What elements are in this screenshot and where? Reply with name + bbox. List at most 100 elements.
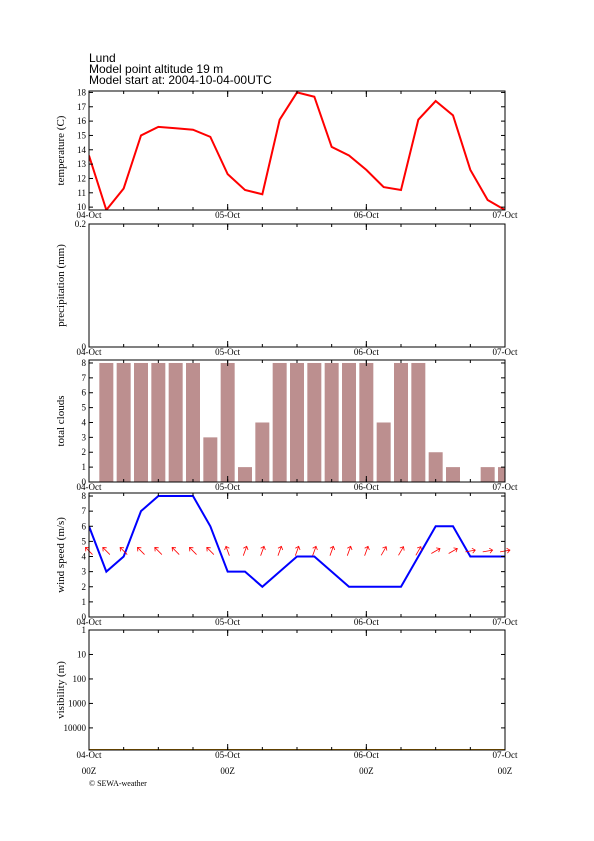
plot-area <box>99 362 505 482</box>
x-tick-label: 07-Oct <box>493 617 518 627</box>
wind-arrow <box>242 545 249 556</box>
bar <box>99 362 114 482</box>
bar <box>151 362 166 482</box>
y-tick-label: 15 <box>77 130 87 140</box>
bar <box>255 422 270 482</box>
y-tick-label: 1 <box>82 597 87 607</box>
y-axis-title: total clouds <box>55 395 67 446</box>
y-tick-label: 2 <box>82 582 87 592</box>
line <box>89 495 505 589</box>
y-tick-label: 0 <box>82 612 87 622</box>
frame <box>88 359 506 483</box>
y-tick-label: 3 <box>82 432 87 442</box>
x-tick-label: 05-Oct <box>215 210 240 220</box>
bar <box>480 467 495 482</box>
x-tick-label: 05-Oct <box>215 750 240 760</box>
bar <box>272 362 287 482</box>
bar <box>324 362 339 482</box>
bar <box>394 362 408 482</box>
copyright: © SEWA-weather <box>89 779 147 788</box>
x-tick-label: 05-Oct <box>215 347 240 357</box>
y-tick-label: 5 <box>82 403 87 413</box>
x-tick-label: 06-Oct <box>354 347 379 357</box>
x-tick-label: 04-Oct <box>77 482 102 492</box>
y-tick-label: 18 <box>77 87 87 97</box>
bar <box>411 362 426 482</box>
y-tick-label: 8 <box>82 491 87 501</box>
x-tick-label: 07-Oct <box>493 750 518 760</box>
frame <box>88 492 506 618</box>
x-tick-label: 05-Oct <box>215 617 240 627</box>
x-tick-label: 06-Oct <box>354 210 379 220</box>
bar <box>446 467 460 482</box>
wind-arrow <box>465 547 476 554</box>
bar <box>238 467 252 482</box>
wind-arrow <box>206 547 215 555</box>
y-tick-label: 0 <box>82 342 87 352</box>
bar <box>220 362 235 482</box>
bar <box>376 422 391 482</box>
x-sublabel: 00Z <box>82 766 97 776</box>
x-tick-label: 05-Oct <box>215 482 240 492</box>
x-tick-label: 06-Oct <box>354 617 379 627</box>
bar <box>498 467 505 482</box>
altitude: Model point altitude 19 m <box>89 62 223 76</box>
y-tick-label: 4 <box>82 552 87 562</box>
y-tick-label: 6 <box>82 521 87 531</box>
bar <box>428 452 443 482</box>
x-tick-label: 06-Oct <box>354 750 379 760</box>
wind-arrow <box>398 546 405 556</box>
wind-arrow <box>189 547 197 555</box>
bar <box>186 362 200 482</box>
frame <box>88 223 506 348</box>
x-sublabel: 00Z <box>359 766 374 776</box>
wind-arrow <box>260 545 266 556</box>
y-tick-label: 10000 <box>64 723 87 733</box>
wind-arrow <box>431 547 441 554</box>
wind-arrow <box>346 545 353 556</box>
bar <box>134 362 148 482</box>
wind-arrow <box>329 545 336 556</box>
bar <box>342 362 356 482</box>
y-tick-label: 100 <box>73 674 87 684</box>
y-axis-title: visibility (m) <box>55 661 67 719</box>
wind-arrow <box>154 547 163 555</box>
wind-arrow <box>448 547 458 554</box>
y-tick-label: 11 <box>77 188 86 198</box>
y-axis-title: precipitation (mm) <box>55 244 67 327</box>
y-axis-title: temperature (C) <box>55 115 67 185</box>
y-tick-label: 13 <box>77 159 87 169</box>
bar <box>116 362 131 482</box>
x-tick-label: 06-Oct <box>354 482 379 492</box>
wind-arrow <box>119 547 128 555</box>
line <box>89 91 505 210</box>
wind-arrow <box>364 545 370 556</box>
y-tick-label: 5 <box>82 536 87 546</box>
wind-arrow <box>380 546 388 556</box>
y-tick-label: 1000 <box>68 698 87 708</box>
wind-arrow <box>224 545 230 556</box>
bar <box>290 362 304 482</box>
bar <box>307 362 322 482</box>
bar <box>359 362 374 482</box>
y-tick-label: 16 <box>77 116 87 126</box>
x-tick-label: 04-Oct <box>77 347 102 357</box>
wind-arrow <box>482 547 494 554</box>
y-tick-label: 14 <box>77 145 87 155</box>
wind-arrow <box>277 545 284 556</box>
x-tick-label: 07-Oct <box>493 482 518 492</box>
wind-arrow <box>312 545 318 556</box>
wind-arrow <box>171 547 180 555</box>
x-tick-label: 07-Oct <box>493 210 518 220</box>
y-tick-label: 1 <box>82 625 87 635</box>
wind-arrow <box>137 547 145 555</box>
location: Lund <box>89 51 116 65</box>
x-sublabel: 00Z <box>498 766 513 776</box>
frame <box>88 90 506 211</box>
y-tick-label: 10 <box>77 649 87 659</box>
x-sublabel: 00Z <box>220 766 235 776</box>
bar <box>203 437 218 482</box>
x-tick-label: 04-Oct <box>77 210 102 220</box>
